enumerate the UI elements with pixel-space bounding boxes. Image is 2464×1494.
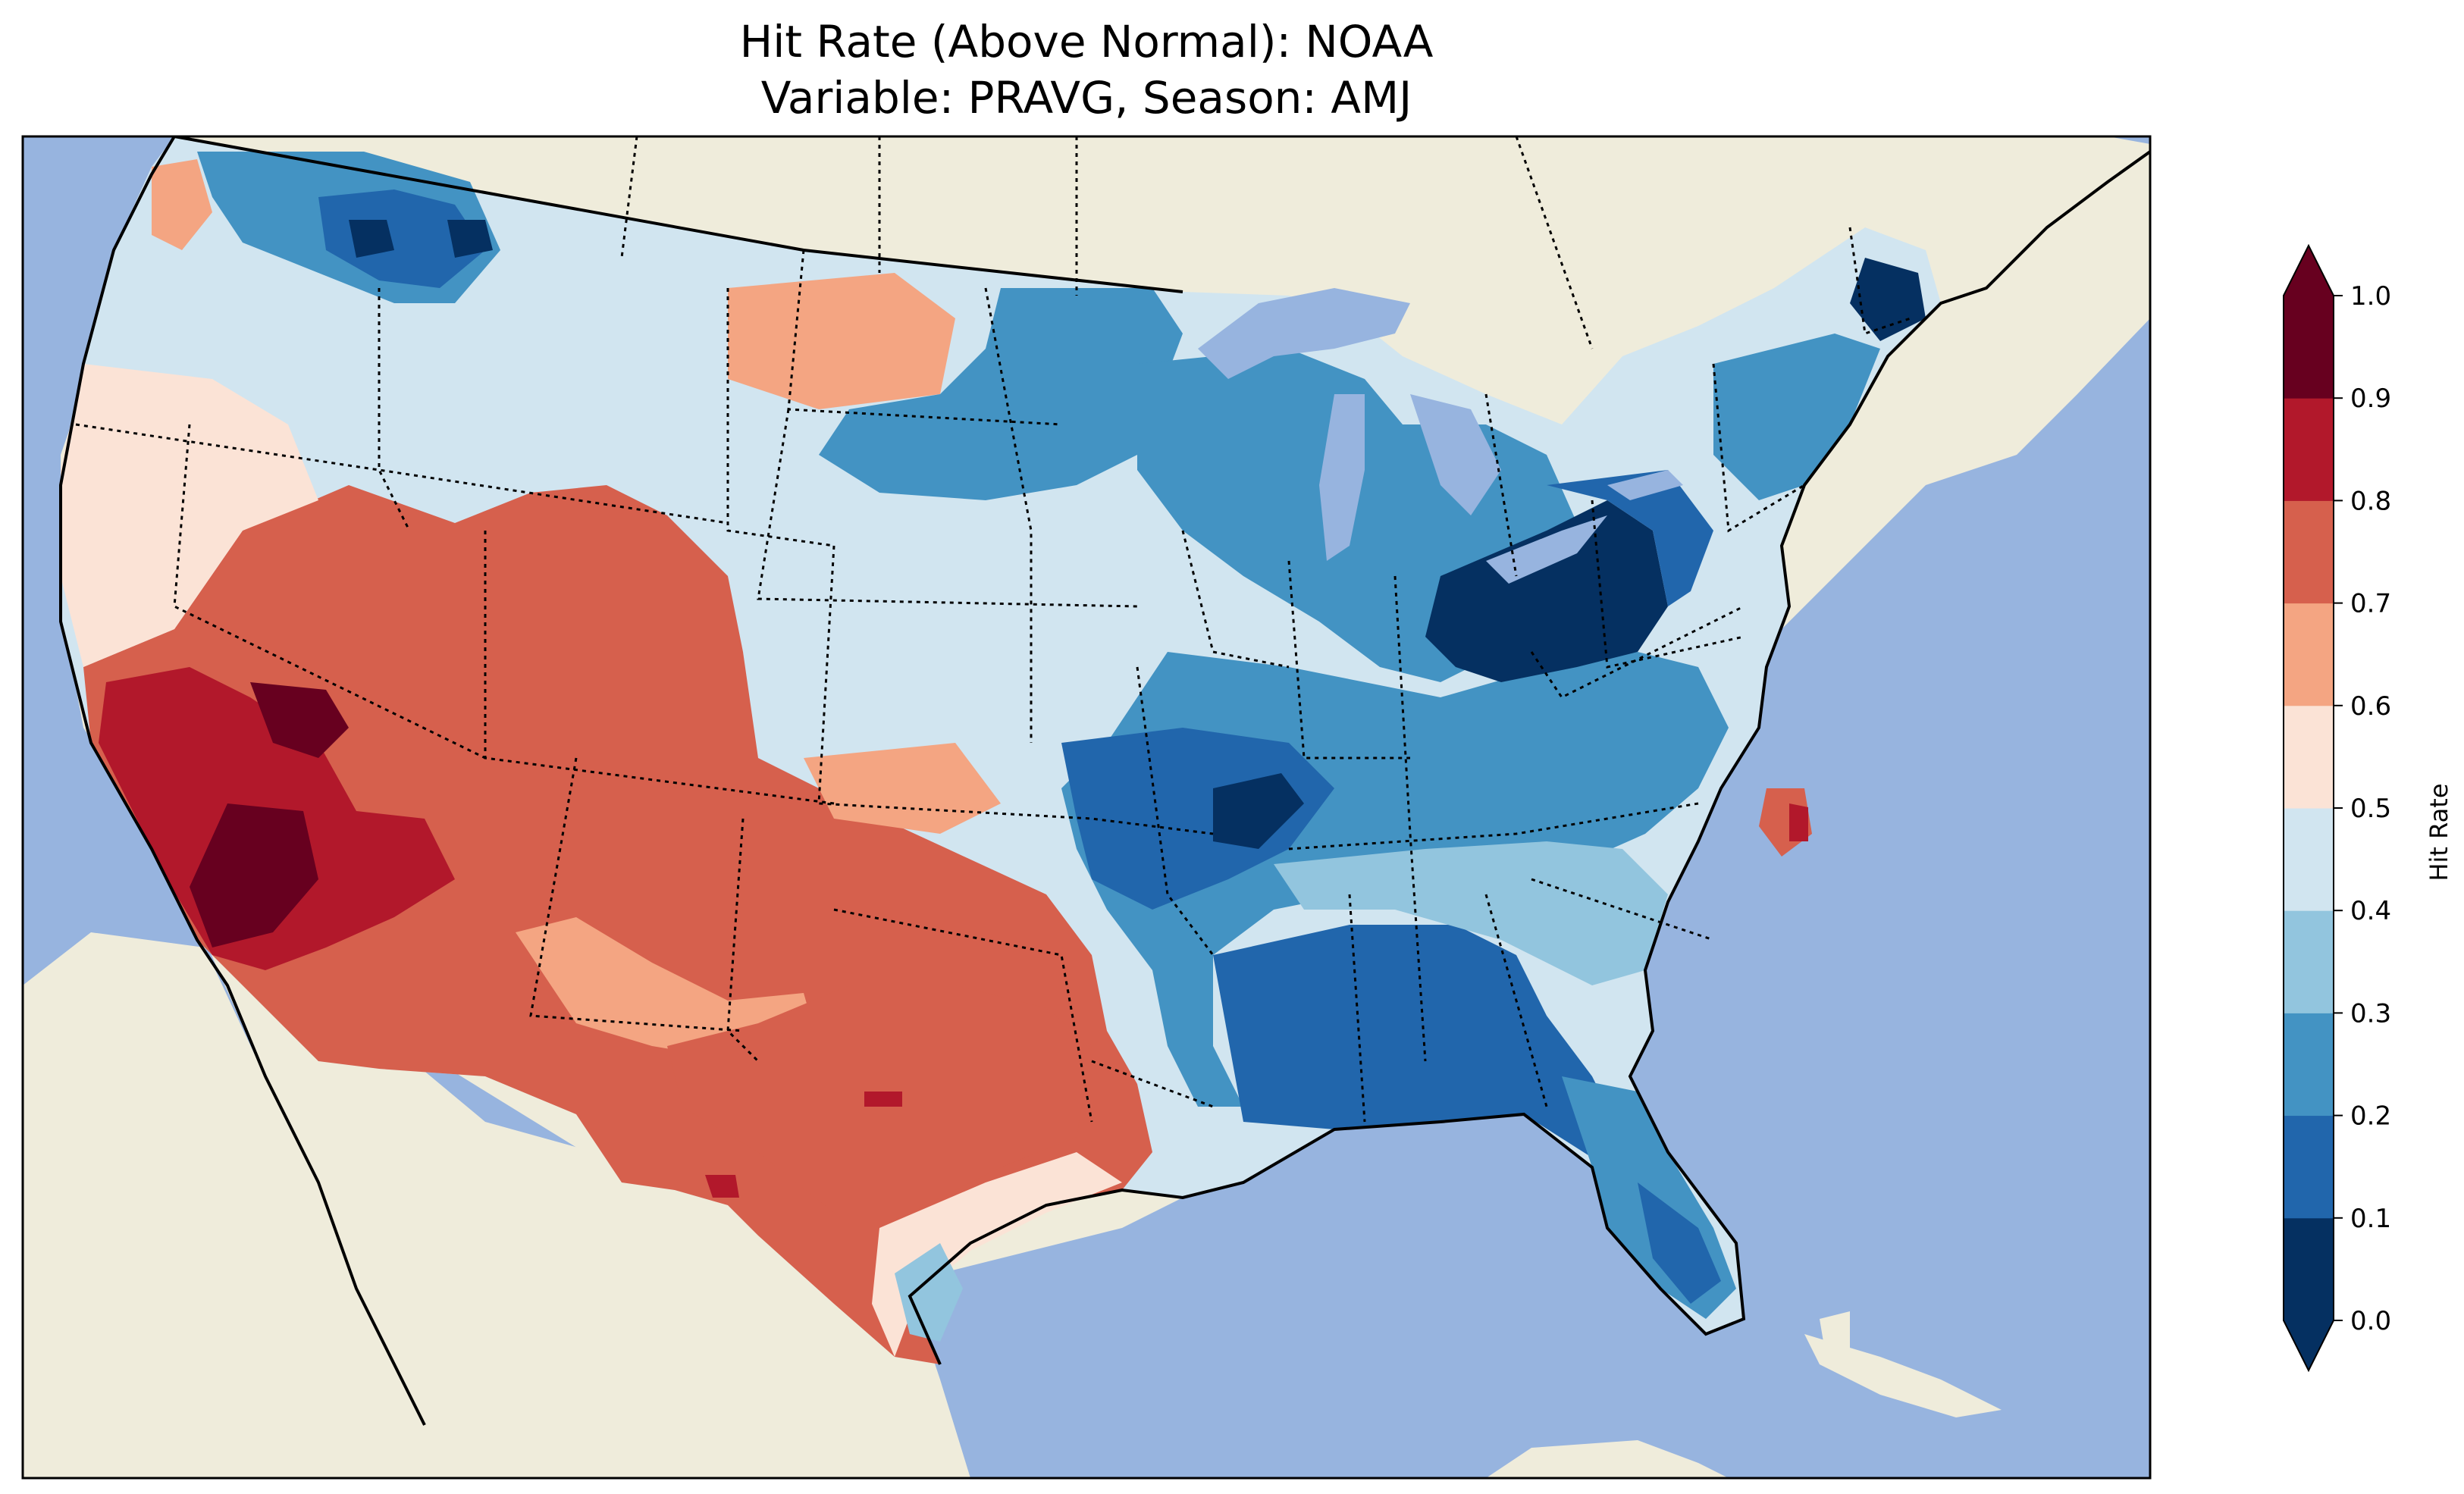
missouri-navy [1213,773,1304,849]
colorbar-extend-min [2284,1320,2334,1370]
state-border-line [1181,530,1290,669]
colorbar-bin [2284,1217,2334,1321]
state-border-line [726,288,835,547]
ohio-darkblue [1547,470,1713,606]
colorbar-tick-label: 1.0 [2350,281,2391,312]
socal-maroon [190,682,349,947]
state-border-line [1531,878,1714,941]
colorbar-tick-label: 0.5 [2350,794,2391,824]
title-line-2: Variable: PRAVG, Season: AMJ [760,72,1412,124]
colorbar-bins [2283,243,2334,1373]
pacific-coastline [59,136,426,1426]
nevada-pink [61,364,318,667]
state-border-line [817,545,1214,835]
state-border-line [529,757,744,1032]
gulf-coastline [908,150,2150,1365]
title-line-1: Hit Rate (Above Normal): NOAA [739,16,1434,67]
colorbar-bin [2284,705,2334,809]
colorbar-tick-label: 0.3 [2350,998,2391,1029]
colorbar-bin [2284,910,2334,1013]
state-border-line [1484,393,1518,577]
colorbar-bin [2284,296,2334,399]
colorbar-bin [2284,500,2334,604]
state-border-line [1848,227,1911,335]
state-border-line [1484,894,1548,1107]
colorbar-bin [2284,1013,2334,1117]
colorbar-ticks: 0.0 0.1 0.2 0.3 0.4 0.5 0.6 0.7 0.8 0.9 1.0 [2334,281,2391,1336]
plains-orange [516,273,1001,1061]
nc-darkred [1789,803,1808,841]
south-texas-blue [895,1243,963,1342]
lake-superior [1198,288,1410,379]
colorbar-tick-label: 0.4 [2350,896,2391,926]
colorbar-tick-label: 0.9 [2350,384,2391,414]
colorbar-bin [2284,808,2334,911]
pnw-coast-pink [152,159,212,250]
state-border-line [620,136,638,258]
state-border-line [1288,802,1699,850]
state-border-line [484,531,835,805]
colorbar-tick-label: 0.0 [2350,1306,2391,1336]
plot-title: Hit Rate (Above Normal): NOAA Variable: … [21,14,2152,126]
state-borders [75,136,1911,1123]
yucatan-land [1486,1440,1729,1478]
pnw-navy [349,220,493,258]
colorbar-tick-label: 0.6 [2350,691,2391,722]
state-border-line [757,409,1138,608]
colorbar-bin [2284,398,2334,501]
northeast-blue [1713,334,1880,500]
lake-ontario [1607,470,1683,500]
colorbar-tick-label: 0.8 [2350,486,2391,516]
cuba-land [1804,1334,2002,1417]
colorbar-bin [2284,1115,2334,1219]
state-border-line [833,908,1093,1123]
southeast-light [1274,841,1668,985]
colorbar-bin [2284,603,2334,706]
colorbar-tick-label: 0.1 [2350,1204,2391,1234]
state-border-line [378,288,411,531]
mexico-land [205,940,970,1478]
colorbar-extend-max [2284,246,2334,296]
pnw-darkblue [318,189,485,288]
florida-darkblue [1638,1182,1721,1304]
central-blue [819,288,1183,500]
state-border-line [1393,575,1427,1062]
bahamas-land [1820,1311,1850,1364]
state-border-line [173,424,486,760]
ohio-navy [1425,500,1668,682]
lake-huron [1410,394,1501,515]
lake-michigan [1319,394,1365,561]
state-border-line [1712,363,1805,533]
great-lakes [1198,288,1683,584]
state-border-line [1287,560,1410,760]
state-border-line [1591,500,1745,669]
colorbar-tick-label: 0.7 [2350,589,2391,619]
gulf-blue [1213,925,1622,1167]
state-border-line [1530,605,1745,699]
state-border-line [1136,666,1215,956]
colorbar-label: Hit Rate [2425,783,2453,881]
map-frame [21,135,2152,1480]
texas-darkred [705,1092,902,1198]
lake-erie [1486,515,1607,584]
missouri-darkblue [1061,728,1334,910]
state-border-line [75,423,729,525]
colorbar-tick-label: 0.2 [2350,1101,2391,1132]
